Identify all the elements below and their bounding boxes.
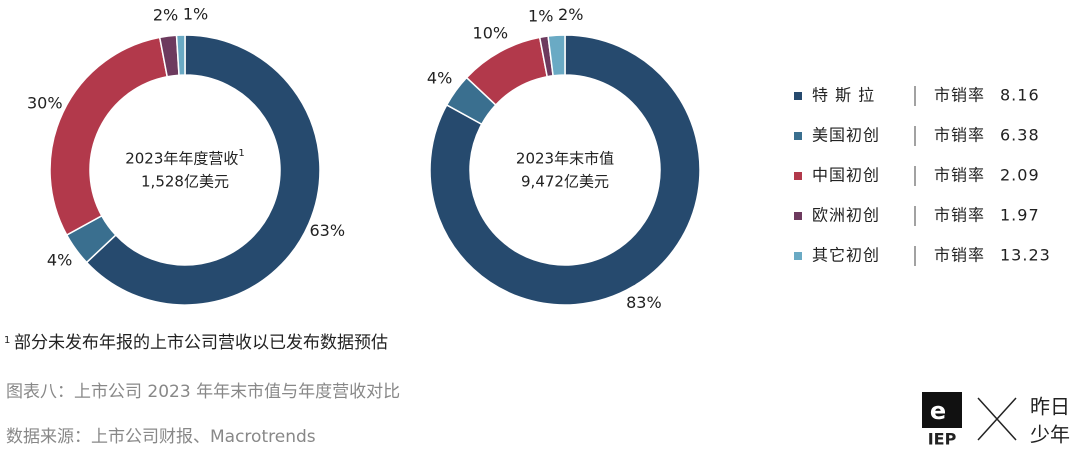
value-label: 30%	[27, 94, 63, 113]
legend-label: 中国初创	[812, 166, 880, 185]
center-text: 9,472亿美元	[521, 173, 609, 191]
footnote-mark: 1	[4, 335, 10, 346]
source: 数据来源：上市公司财报、Macrotrends	[6, 427, 316, 447]
ratio-value: 13.23	[1000, 246, 1051, 265]
ratio-prefix: 市销率	[934, 126, 985, 145]
legend-label: 其它初创	[812, 246, 880, 265]
donut-slice	[85, 34, 321, 306]
value-label: 4%	[427, 68, 452, 87]
value-label: 1%	[183, 5, 208, 24]
logo-box	[922, 392, 962, 428]
value-label: 2%	[153, 6, 178, 25]
logo-cross	[977, 397, 1017, 441]
value-label: 1%	[528, 6, 553, 25]
ratio-prefix: 市销率	[934, 86, 985, 105]
donut-slice	[175, 34, 186, 76]
ratio-value: 1.97	[1000, 206, 1040, 225]
logo-mark: e	[930, 397, 946, 425]
logo-text: IEP	[928, 430, 957, 449]
legend-swatch	[794, 252, 802, 260]
center-text: 1,528亿美元	[141, 173, 229, 191]
partner-text: 昨日	[1030, 395, 1070, 419]
donut-slice	[429, 34, 701, 306]
legend-label: 欧洲初创	[812, 206, 880, 225]
legend-label: 美国初创	[812, 126, 880, 145]
partner-text: 少年	[1030, 423, 1070, 447]
value-label: 4%	[47, 251, 72, 270]
caption: 图表八：上市公司 2023 年年末市值与年度营收对比	[6, 382, 400, 402]
ratio-value: 6.38	[1000, 126, 1040, 145]
legend-swatch	[794, 172, 802, 180]
footnote: 部分未发布年报的上市公司营收以已发布数据预估	[14, 333, 388, 353]
ratio-prefix: 市销率	[934, 246, 985, 265]
donut-slice	[49, 36, 169, 237]
value-label: 2%	[558, 5, 583, 24]
value-label: 83%	[626, 293, 662, 312]
ratio-prefix: 市销率	[934, 166, 985, 185]
ratio-value: 8.16	[1000, 86, 1040, 105]
value-label: 63%	[309, 221, 345, 240]
legend-swatch	[794, 132, 802, 140]
donut-slice	[547, 34, 566, 77]
center-text: 2023年末市值	[516, 150, 614, 168]
legend-swatch	[794, 92, 802, 100]
ratio-value: 2.09	[1000, 166, 1040, 185]
center-text: 2023年年度营收1	[125, 148, 245, 168]
legend-swatch	[794, 212, 802, 220]
ratio-prefix: 市销率	[934, 206, 985, 225]
value-label: 10%	[473, 24, 509, 43]
legend-label: 特 斯 拉	[812, 86, 875, 105]
center-note: 1	[238, 148, 244, 159]
